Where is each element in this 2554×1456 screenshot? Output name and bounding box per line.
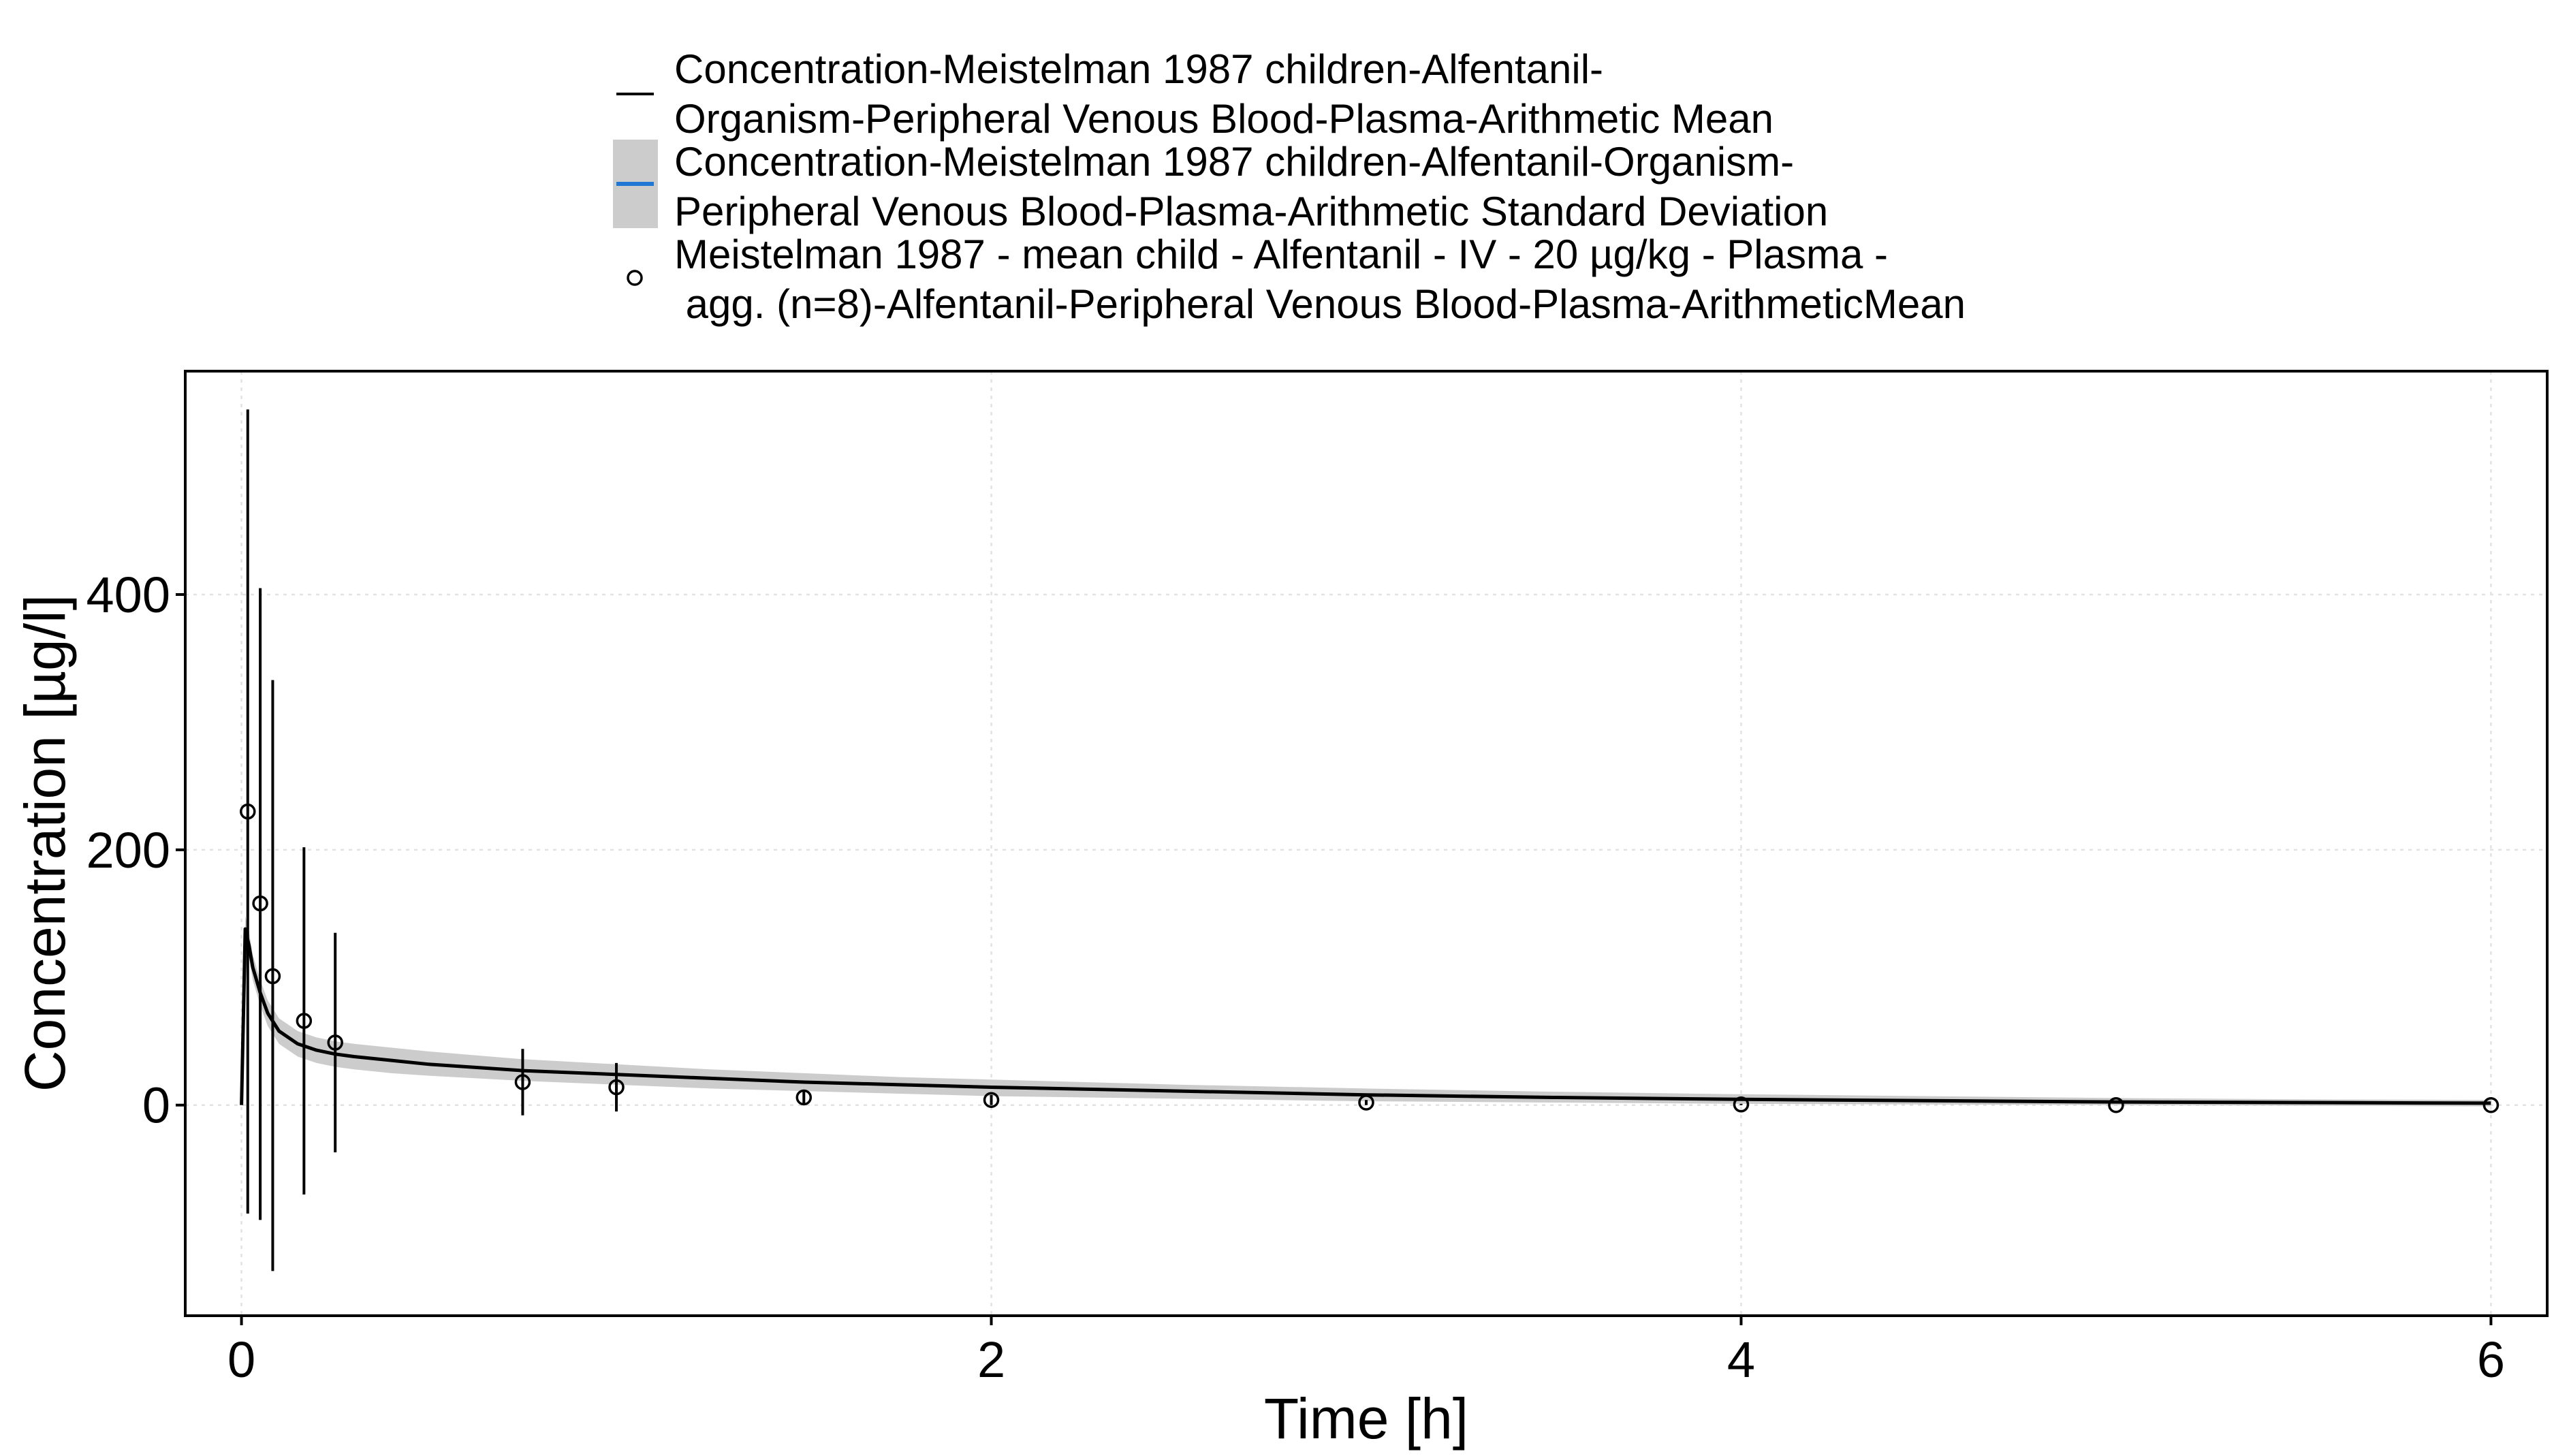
- legend: Concentration-Meistelman 1987 children-A…: [613, 46, 1966, 327]
- observed-point-5: [514, 1074, 531, 1090]
- x-axis: 0 2 4 6: [227, 1316, 2505, 1388]
- sd-ribbon-layer: [241, 916, 2491, 1107]
- legend-entry-mean-line-1: Concentration-Meistelman 1987 children-A…: [674, 46, 1603, 92]
- x-tick-label-2: 4: [1727, 1331, 1755, 1388]
- observed-points: [240, 803, 2500, 1113]
- observed-point-10: [1733, 1096, 1750, 1113]
- legend-entry-sd-line-1: Concentration-Meistelman 1987 children-A…: [674, 139, 1794, 185]
- observed-errorbars: [246, 409, 1743, 1271]
- legend-entry-sd-line-2: Peripheral Venous Blood-Plasma-Arithmeti…: [674, 189, 1828, 234]
- grid-lines: [185, 371, 2547, 1316]
- plot-panel-border: [184, 370, 2549, 1317]
- y-axis: 0 200 400: [86, 567, 185, 1134]
- observed-point-2: [264, 968, 281, 985]
- observed-point-4: [327, 1034, 343, 1051]
- observed-point-12: [2482, 1096, 2500, 1113]
- observed-point-11: [2108, 1096, 2124, 1113]
- observed-point-0: [240, 803, 256, 820]
- x-tick-label-3: 6: [2477, 1331, 2505, 1388]
- observed-point-8: [983, 1092, 1000, 1108]
- x-tick-label-1: 2: [977, 1331, 1005, 1388]
- y-axis-title: Concentration [µg/l]: [13, 595, 77, 1092]
- legend-key-observed-point: [627, 270, 643, 286]
- y-tick-label-2: 400: [86, 567, 170, 623]
- legend-entry-mean-line-2: Organism-Peripheral Venous Blood-Plasma-…: [674, 96, 1773, 142]
- y-tick-label-0: 0: [142, 1077, 170, 1134]
- observed-point-9: [1358, 1094, 1374, 1111]
- observed-point-6: [608, 1079, 625, 1096]
- observed-point-7: [795, 1089, 813, 1106]
- legend-entry-observed-line-1: Meistelman 1987 - mean child - Alfentani…: [674, 232, 1888, 277]
- y-tick-label-1: 200: [86, 822, 170, 879]
- x-tick-label-0: 0: [227, 1331, 255, 1388]
- sd-ribbon: [241, 916, 2491, 1107]
- observed-point-3: [296, 1013, 313, 1029]
- x-axis-title: Time [h]: [1264, 1387, 1468, 1451]
- observed-point-1: [252, 895, 268, 912]
- legend-entry-observed-line-2: agg. (n=8)-Alfentanil-Peripheral Venous …: [674, 281, 1966, 327]
